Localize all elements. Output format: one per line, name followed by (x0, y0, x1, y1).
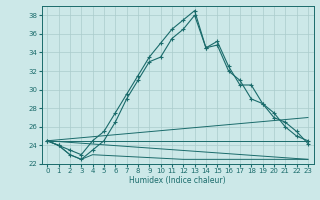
X-axis label: Humidex (Indice chaleur): Humidex (Indice chaleur) (129, 176, 226, 185)
